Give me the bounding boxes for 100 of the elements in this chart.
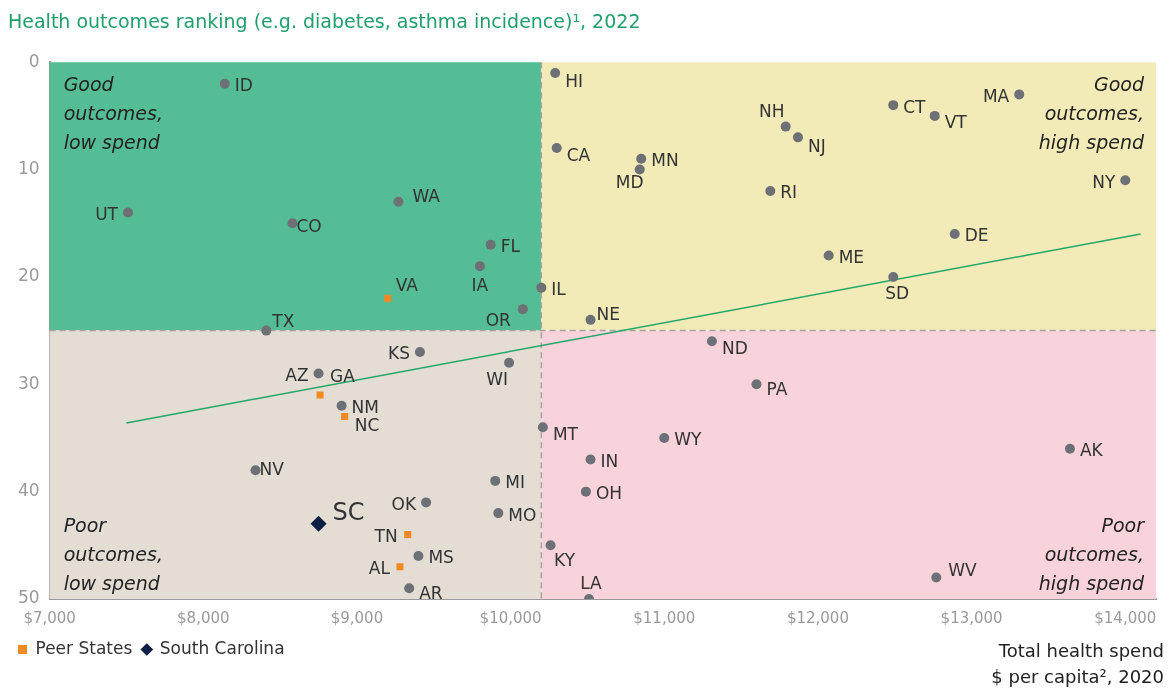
- point: [393, 196, 404, 207]
- annotation: CT: [903, 96, 927, 117]
- annotation: IL: [551, 279, 567, 300]
- point: [1120, 175, 1131, 186]
- annotation: WV: [948, 559, 978, 580]
- annotation: NY: [1092, 171, 1116, 192]
- annotation: OK: [391, 493, 417, 514]
- annotation: AZ: [285, 364, 309, 385]
- point: [931, 572, 942, 583]
- annotation: KS: [388, 343, 410, 364]
- point: [585, 454, 596, 465]
- annotation: VT: [944, 112, 968, 133]
- y-tick-label: 20: [17, 265, 40, 286]
- point: [1014, 89, 1025, 100]
- point: [413, 551, 424, 562]
- annotation: MS: [428, 547, 454, 568]
- point: [551, 143, 562, 154]
- point: [287, 218, 298, 229]
- annotation: ND: [721, 337, 748, 358]
- annotation: VA: [395, 274, 419, 295]
- annotation: MA: [982, 85, 1010, 106]
- point: [336, 400, 347, 411]
- annotation: FL: [500, 236, 521, 257]
- point: [823, 250, 834, 261]
- annotation: OH: [595, 483, 623, 504]
- point: [404, 583, 415, 594]
- point: [550, 67, 561, 78]
- point: [310, 515, 327, 532]
- annotation: NV: [259, 458, 285, 479]
- y-tick-label: 50: [17, 587, 40, 608]
- point: [585, 314, 596, 325]
- point: [313, 368, 324, 379]
- annotation: PA: [766, 378, 788, 399]
- point: [123, 207, 133, 218]
- annotation: WI: [486, 369, 508, 390]
- band-label: Poor outcomes, low spend: [63, 513, 163, 594]
- point: [517, 304, 528, 315]
- point: [261, 325, 272, 336]
- x-tick-label: $12,000: [786, 608, 849, 627]
- annotation: GA: [330, 366, 356, 387]
- point: [545, 540, 556, 551]
- chart-title: Health outcomes ranking (e.g. diabetes, asthma incidence)¹, 2022: [8, 9, 642, 34]
- band-label: Good outcomes, high spend: [1038, 73, 1145, 154]
- annotation: CA: [566, 144, 591, 165]
- point: [765, 186, 776, 197]
- annotation: DE: [964, 225, 989, 246]
- annotation: NE: [596, 304, 620, 325]
- annotation: CO: [296, 215, 322, 236]
- annotation: LA: [580, 573, 603, 594]
- point: [780, 121, 791, 132]
- y-tick-label: 0: [28, 50, 40, 71]
- point: [341, 412, 349, 421]
- point: [634, 164, 645, 175]
- point: [485, 239, 496, 250]
- point: [421, 497, 432, 508]
- y-tick-label: 10: [17, 157, 40, 178]
- annotation: SD: [885, 283, 910, 304]
- annotation: AK: [1079, 440, 1104, 461]
- point: [659, 432, 670, 443]
- point: [751, 379, 762, 390]
- point: [706, 336, 717, 347]
- point: [537, 422, 548, 433]
- legend-label: South Carolina: [159, 637, 285, 658]
- annotation: WY: [674, 429, 703, 450]
- x-axis-title: Total health spend $ per capita², 2020: [991, 639, 1164, 689]
- annotation: HI: [565, 71, 583, 92]
- annotation: MI: [505, 472, 525, 493]
- point: [474, 261, 485, 272]
- legend-label: Peer States: [35, 637, 133, 658]
- annotation: SC: [332, 498, 365, 527]
- band-label: Poor outcomes, high spend: [1038, 513, 1146, 594]
- point: [316, 391, 324, 399]
- annotation: AR: [419, 582, 443, 603]
- annotation: MO: [508, 504, 537, 525]
- x-tick-label: $13,000: [940, 608, 1003, 627]
- point: [404, 531, 412, 539]
- annotation: MT: [552, 423, 579, 444]
- annotation: UT: [95, 203, 119, 224]
- annotation: NJ: [807, 135, 826, 156]
- point: [384, 294, 392, 302]
- point: [929, 110, 940, 121]
- point: [888, 271, 899, 282]
- annotation: KY: [554, 549, 576, 570]
- point: [490, 475, 501, 486]
- point: [536, 282, 547, 293]
- annotation: MN: [651, 150, 679, 171]
- annotation: OR: [485, 309, 512, 330]
- point: [493, 508, 504, 519]
- point: [250, 465, 261, 476]
- point: [396, 563, 404, 571]
- point: [792, 132, 803, 143]
- point: [580, 486, 591, 497]
- y-tick-label: 40: [17, 480, 40, 501]
- point: [1064, 443, 1075, 454]
- annotation: MD: [615, 171, 644, 192]
- point: [636, 153, 647, 164]
- annotation: ID: [234, 75, 253, 96]
- y-tick-label: 30: [17, 372, 40, 393]
- point: [888, 100, 899, 111]
- x-tick-label: $10,000: [479, 608, 542, 627]
